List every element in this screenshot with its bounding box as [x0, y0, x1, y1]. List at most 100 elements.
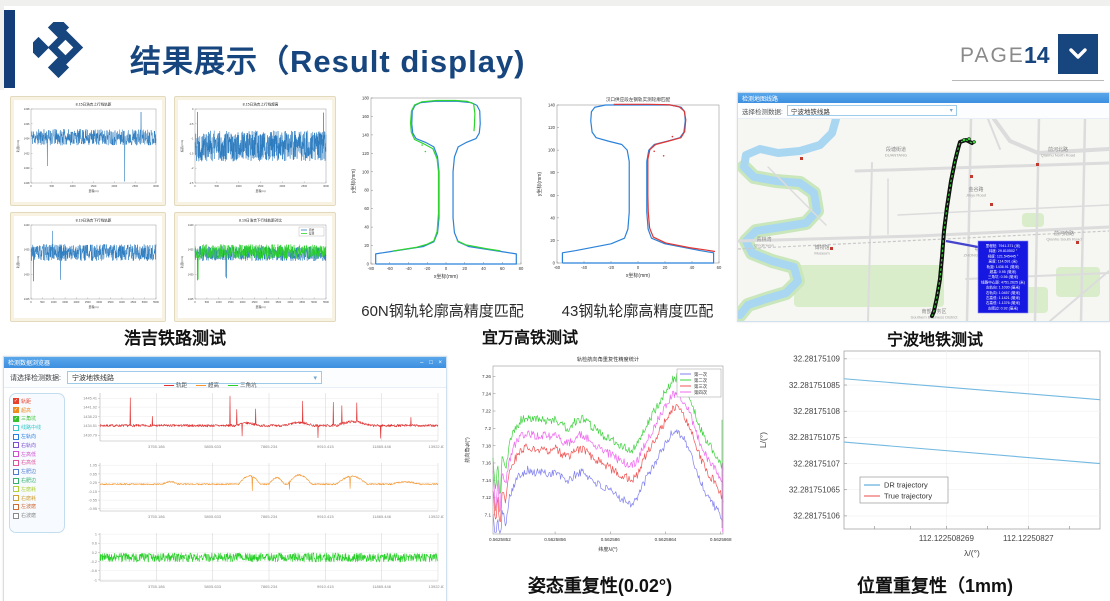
- browser-chart-legend: 轨距 超高 三角坑: [164, 381, 257, 389]
- legend-label: 超高: [208, 383, 220, 389]
- page-next-button[interactable]: [1058, 34, 1098, 74]
- channel-checkbox-item[interactable]: 左磨耗: [10, 485, 64, 494]
- map-app-window: 检测地图线路 选择检测数据: 宁波地铁线路 ▾ 段塘街道 DUANTANG 青林湾 Q…: [733, 92, 1110, 323]
- svg-text:第一次: 第一次: [694, 371, 708, 378]
- channel-checkbox-item[interactable]: 右高低: [10, 459, 64, 468]
- checkbox-icon[interactable]: [13, 495, 19, 502]
- checkbox-icon[interactable]: [13, 477, 19, 484]
- checkbox-icon[interactable]: [13, 442, 19, 449]
- svg-text:3755.186: 3755.186: [148, 584, 165, 589]
- checkbox-icon[interactable]: [13, 468, 19, 475]
- svg-text:11865.446: 11865.446: [372, 514, 391, 519]
- channel-checkbox-item[interactable]: 左波磨: [10, 503, 64, 512]
- road: [854, 161, 1110, 173]
- channel-checkbox-item[interactable]: 线路中线: [10, 423, 64, 432]
- svg-text:100: 100: [548, 148, 556, 153]
- svg-text:-2: -2: [191, 166, 194, 170]
- poi-marker: [1076, 241, 1079, 244]
- checkbox-icon[interactable]: [13, 451, 19, 458]
- svg-text:32.281751075: 32.281751075: [789, 433, 841, 442]
- checkbox-icon[interactable]: ✓: [13, 398, 19, 405]
- checkbox-icon[interactable]: [13, 486, 19, 493]
- svg-text:8.15日浩吉上行线轨距: 8.15日浩吉上行线轨距: [76, 102, 112, 107]
- channel-checkbox-item[interactable]: 左肥边: [10, 467, 64, 476]
- map-window-titlebar[interactable]: 检测地图线路: [738, 93, 1109, 103]
- svg-text:1435: 1435: [24, 248, 30, 252]
- checkbox-icon[interactable]: [13, 503, 19, 510]
- svg-text:里程桩: 7941.371 (米): 里程桩: 7941.371 (米): [986, 243, 1021, 248]
- channel-label: 三角坑: [21, 416, 37, 423]
- minimize-icon[interactable]: –: [420, 359, 424, 366]
- channel-checkbox-item[interactable]: 右磨耗: [10, 494, 64, 503]
- svg-text:5500: 5500: [323, 300, 329, 304]
- close-icon[interactable]: ×: [438, 359, 442, 366]
- series-轨距: [30, 111, 157, 182]
- svg-text:0.2: 0.2: [92, 551, 97, 555]
- checkbox-icon[interactable]: [13, 433, 19, 440]
- road: [1049, 270, 1110, 322]
- checkbox-icon[interactable]: ✓: [13, 407, 19, 414]
- svg-text:L/(°): L/(°): [758, 432, 768, 448]
- svg-text:λ/(°): λ/(°): [964, 548, 980, 558]
- svg-text:-1.5: -1.5: [189, 151, 194, 155]
- channel-checkbox-item[interactable]: ✓ 超高: [10, 406, 64, 415]
- browser-window-titlebar[interactable]: 检测数据浏览器 – □ ×: [4, 357, 446, 368]
- svg-text:-80: -80: [368, 266, 375, 271]
- svg-text:DUANTANG: DUANTANG: [885, 153, 907, 158]
- svg-text:x坐标(mm): x坐标(mm): [434, 273, 458, 280]
- series-三角坑: [99, 552, 439, 563]
- legend-item: 超高: [196, 381, 219, 389]
- maximize-icon[interactable]: □: [429, 359, 433, 366]
- svg-text:0.5625868: 0.5625868: [710, 537, 732, 542]
- checkbox-icon[interactable]: ✓: [13, 415, 19, 422]
- caption-yiwan: 宜万高铁测试: [481, 330, 578, 347]
- svg-text:5000: 5000: [142, 300, 148, 304]
- svg-text:0: 0: [30, 300, 32, 304]
- svg-text:60: 60: [717, 265, 722, 270]
- series-复测: [194, 244, 327, 280]
- svg-text:右轨向: 1.0457 (毫米): 右轨向: 1.0457 (毫米): [986, 290, 1020, 295]
- channel-checkbox-item[interactable]: 左高低: [10, 450, 64, 459]
- svg-text:里程(m): 里程(m): [88, 188, 98, 193]
- svg-text:11865.446: 11865.446: [372, 444, 391, 449]
- svg-text:高度: 114.591 (米): 高度: 114.591 (米): [989, 259, 1018, 264]
- poi-marker: [970, 175, 973, 178]
- channel-checkbox-item[interactable]: 右波磨: [10, 511, 64, 520]
- infobox-pointer: [945, 239, 979, 249]
- channel-checkbox-item[interactable]: ✓ 轨距: [10, 397, 64, 406]
- rail-60n-profile-chart: -80 -60 -40 -20 0 20 40 60 80 0 20 40 60 80 100 120 140 1…: [350, 96, 524, 281]
- svg-text:左肥边: 0.92 (毫米): 左肥边: 0.92 (毫米): [988, 305, 1018, 310]
- map-line-select[interactable]: 宁波地铁线路 ▾: [786, 105, 957, 116]
- channel-checkbox-item[interactable]: 右肥边: [10, 476, 64, 485]
- svg-text:7.12: 7.12: [482, 495, 491, 500]
- channel-checkbox-item[interactable]: 左轨向: [10, 432, 64, 441]
- svg-text:-0.95: -0.95: [88, 507, 97, 511]
- chevron-down-icon: [1069, 48, 1087, 59]
- svg-text:4000: 4000: [119, 300, 125, 304]
- legend-label: 轨距: [176, 383, 188, 389]
- checkbox-icon[interactable]: [13, 512, 19, 519]
- gauge-signal-chart: 1445.41 1441.92 1438.23 1434.51 1430.79 3755.…: [83, 393, 444, 449]
- series-轨距: [99, 395, 439, 439]
- svg-text:青林湾: 青林湾: [756, 236, 771, 243]
- svg-text:1428: 1428: [24, 181, 30, 185]
- svg-text:轨检航向角重复性精度统计: 轨检航向角重复性精度统计: [577, 355, 639, 363]
- svg-text:1430: 1430: [24, 272, 30, 276]
- svg-text:里程(m): 里程(m): [255, 188, 265, 193]
- svg-text:y坐标(mm): y坐标(mm): [350, 169, 357, 193]
- browser-line-select[interactable]: 宁波地铁线路 ▾: [66, 371, 322, 384]
- svg-text:7.1: 7.1: [485, 513, 492, 518]
- checkbox-icon[interactable]: [13, 424, 19, 431]
- checkbox-icon[interactable]: [13, 459, 19, 466]
- caption-haoji: 浩吉铁路测试: [124, 329, 226, 348]
- svg-text:1440: 1440: [188, 223, 194, 227]
- channel-checkbox-item[interactable]: ✓ 三角坑: [10, 415, 64, 424]
- svg-text:3000: 3000: [153, 184, 159, 188]
- svg-text:0.5625864: 0.5625864: [655, 537, 677, 542]
- svg-text:1500: 1500: [258, 184, 264, 188]
- svg-text:博物馆: 博物馆: [814, 244, 829, 251]
- svg-text:-40: -40: [581, 265, 588, 270]
- svg-text:-1: -1: [191, 137, 194, 141]
- channel-checkbox-item[interactable]: 右轨向: [10, 441, 64, 450]
